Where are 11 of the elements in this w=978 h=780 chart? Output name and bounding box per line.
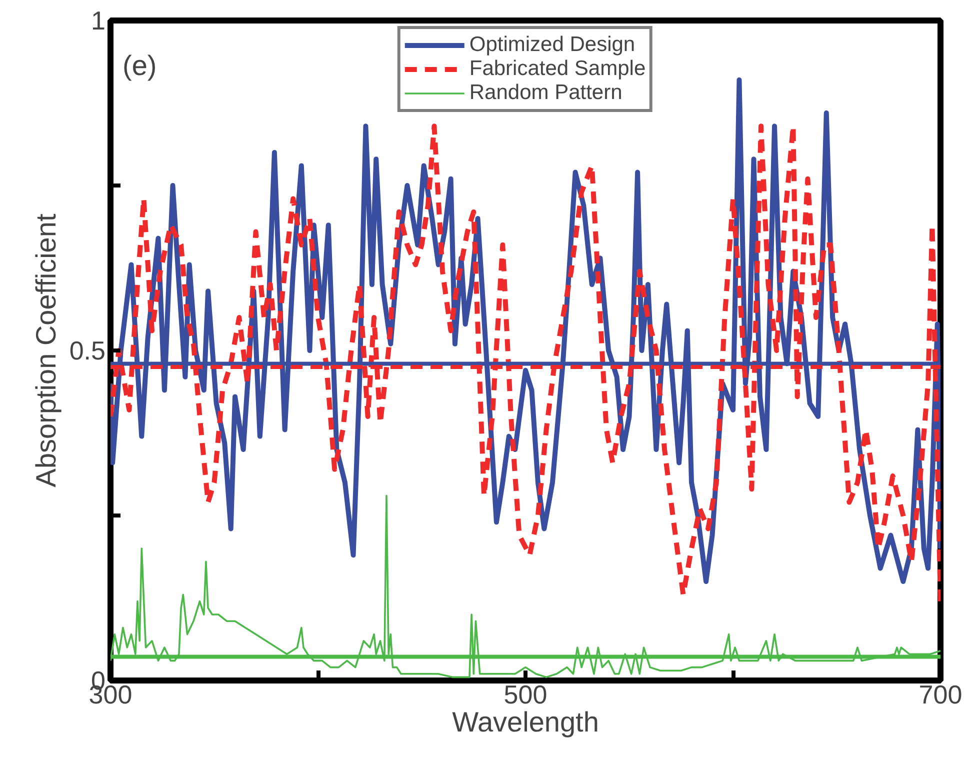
annotation: (e) <box>122 50 157 81</box>
legend-label: Optimized Design <box>469 33 636 57</box>
line-series <box>110 494 940 678</box>
y-axis-title: Absorption Coefficient <box>30 214 62 488</box>
x-tick-label: 500 <box>504 680 548 710</box>
x-axis-title: Wavelength <box>452 706 599 738</box>
legend-label: Fabricated Sample <box>469 57 646 81</box>
x-tick-label: 700 <box>918 680 962 710</box>
y-tick-label: 0.5 <box>69 336 106 366</box>
y-tick-label: 1 <box>91 6 106 36</box>
legend-label: Random Pattern <box>469 81 622 105</box>
